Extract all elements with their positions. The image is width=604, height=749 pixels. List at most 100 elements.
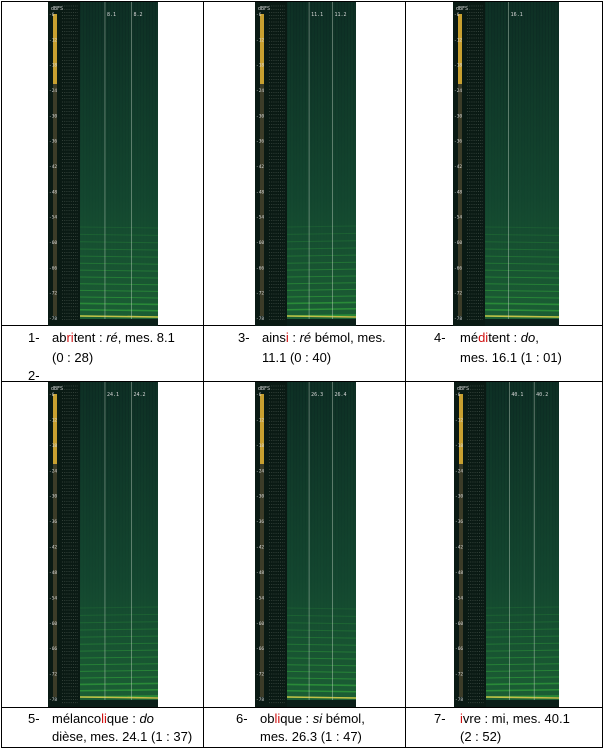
db-tick-label: -24 — [49, 468, 57, 474]
db-tick-label: -72 — [49, 291, 57, 297]
level-meter-bar — [260, 14, 264, 84]
db-tick-label: -12 — [455, 417, 463, 423]
db-tick-label: -6 — [455, 392, 461, 398]
measure-marker-label: 8.2 — [133, 12, 142, 18]
db-tick-label: -18 — [256, 63, 264, 69]
db-tick-label: -30 — [49, 113, 57, 119]
caption-extra-number: 2- — [28, 368, 40, 383]
level-meter-bar — [458, 14, 462, 84]
caption-number: 7- — [434, 711, 446, 726]
db-tick-label: -36 — [49, 139, 57, 145]
measure-marker-label: 26.4 — [335, 392, 347, 398]
measure-marker-label: 8.1 — [107, 12, 116, 18]
db-tick-label: -30 — [49, 494, 57, 500]
db-tick-label: -18 — [256, 443, 264, 449]
db-tick-label: -12 — [256, 417, 264, 423]
cell-panel-5-caption — [1, 707, 204, 748]
caption-line-2: (0 : 28) — [52, 350, 94, 365]
measure-marker-label: 24.1 — [107, 392, 119, 398]
db-tick-label: -36 — [454, 139, 462, 145]
db-tick-label: -30 — [256, 494, 264, 500]
db-tick-label: -60 — [49, 240, 57, 246]
db-tick-label: -54 — [49, 215, 57, 221]
measure-marker-label: 11.2 — [335, 12, 347, 18]
db-tick-label: -42 — [256, 164, 264, 170]
db-tick-label: -48 — [256, 189, 264, 195]
db-tick-label: -78 — [256, 316, 264, 322]
db-tick-label: -6 — [49, 392, 55, 398]
caption-panel-6: 6- oblique : si bémol, mes. 26.3 (1 : 47… — [236, 709, 404, 747]
db-tick-label: -60 — [256, 240, 264, 246]
db-tick-label: -6 — [49, 12, 55, 18]
db-tick-label: -18 — [49, 443, 57, 449]
db-tick-label: -78 — [455, 697, 463, 703]
caption-line-1: méditent : do, — [460, 330, 539, 345]
caption-line-2: dièse, mes. 24.1 (1 : 37) — [52, 729, 193, 744]
spectrogram-panel-5: dBFS -6 -12 -18 -24 -30 -36 -42 -48 -54 -60 -66 -72 -… — [48, 382, 158, 707]
db-tick-label: -72 — [455, 672, 463, 678]
caption-line-1: ainsi : ré bémol, mes. — [262, 330, 386, 345]
caption-panel-3: 3- ainsi : ré bémol, mes. 11.1 (0 : 40) — [238, 328, 404, 380]
db-tick-label: -54 — [256, 595, 264, 601]
db-tick-label: -12 — [49, 37, 57, 43]
caption-line-1: ivre : mi, mes. 40.1 — [460, 711, 570, 726]
db-tick-label: -78 — [49, 316, 57, 322]
db-tick-label: -72 — [454, 291, 462, 297]
unit-label: dBFS — [457, 386, 469, 392]
db-tick-label: -36 — [256, 519, 264, 525]
db-tick-label: -60 — [455, 621, 463, 627]
measure-marker-label: 24.2 — [133, 392, 145, 398]
db-tick-label: -42 — [49, 545, 57, 551]
db-tick-label: -6 — [256, 392, 262, 398]
db-tick-label: -42 — [256, 545, 264, 551]
unit-label: dBFS — [456, 6, 468, 12]
cell-panel-7-caption — [405, 707, 603, 748]
level-meter-bar — [53, 394, 57, 464]
unit-label: dBFS — [258, 386, 270, 392]
caption-line-2: mes. 26.3 (1 : 47) — [260, 729, 362, 744]
caption-line-2: 11.1 (0 : 40) — [262, 350, 332, 365]
unit-label: dBFS — [258, 6, 270, 12]
db-tick-label: -78 — [454, 316, 462, 322]
caption-line-2: mes. 16.1 (1 : 01) — [460, 350, 562, 365]
db-tick-label: -54 — [455, 595, 463, 601]
db-tick-label: -72 — [256, 672, 264, 678]
db-tick-label: -48 — [455, 570, 463, 576]
db-tick-label: -72 — [256, 291, 264, 297]
db-tick-label: -54 — [256, 215, 264, 221]
db-tick-label: -24 — [49, 88, 57, 94]
db-tick-label: -66 — [454, 265, 462, 271]
db-tick-label: -66 — [256, 265, 264, 271]
measure-marker-label: 26.3 — [311, 392, 323, 398]
db-tick-label: -24 — [454, 88, 462, 94]
measure-marker-label: 16.1 — [511, 12, 523, 18]
db-tick-label: -6 — [454, 12, 460, 18]
db-tick-label: -60 — [256, 621, 264, 627]
level-meter-bar — [459, 394, 463, 464]
measure-marker-label: 40.1 — [511, 392, 523, 398]
db-tick-label: -36 — [256, 139, 264, 145]
db-tick-label: -72 — [49, 672, 57, 678]
db-tick-label: -30 — [256, 113, 264, 119]
db-tick-label: -6 — [256, 12, 262, 18]
caption-line-1: abritent : ré, mes. 8.1 — [52, 330, 175, 345]
level-meter-bar — [260, 394, 264, 464]
db-tick-label: -66 — [256, 646, 264, 652]
caption-panel-5: 5- mélancolique : do dièse, mes. 24.1 (1… — [28, 709, 202, 747]
cell-panel-1-caption — [1, 325, 204, 382]
db-tick-label: -12 — [454, 37, 462, 43]
db-tick-label: -48 — [454, 189, 462, 195]
db-tick-label: -42 — [454, 164, 462, 170]
db-tick-label: -18 — [454, 63, 462, 69]
caption-line-2: (2 : 52) — [460, 729, 502, 744]
db-tick-label: -78 — [49, 697, 57, 703]
db-tick-label: -42 — [49, 164, 57, 170]
spectrogram-panel-3: dBFS -6 -12 -18 -24 -30 -36 -42 -48 -54 -60 -66 -72 -… — [255, 2, 356, 326]
spectrogram-panel-7: dBFS -6 -12 -18 -24 -30 -36 -42 -48 -54 -60 -66 -72 -… — [454, 382, 559, 707]
caption-panel-4: 4- méditent : do, mes. 16.1 (1 : 01) — [434, 328, 601, 380]
db-tick-label: -30 — [455, 494, 463, 500]
db-tick-label: -24 — [455, 468, 463, 474]
db-tick-label: -36 — [455, 519, 463, 525]
caption-number: 3- — [238, 330, 250, 345]
db-tick-label: -60 — [454, 240, 462, 246]
